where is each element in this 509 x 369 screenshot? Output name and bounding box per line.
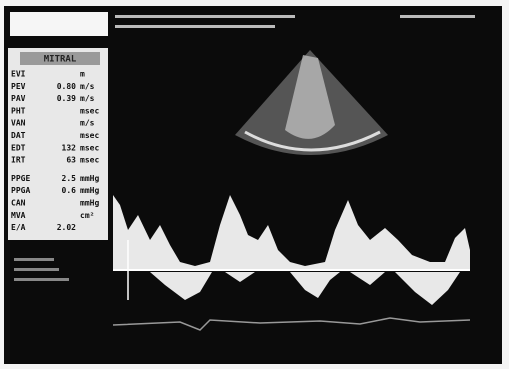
row-unit: msec — [80, 131, 99, 140]
row-label: PAV — [11, 94, 26, 103]
row-value: 0.6 — [62, 186, 77, 195]
row-unit: m/s — [80, 119, 95, 128]
row-label: EDT — [11, 143, 26, 152]
row-value: 0.39 — [57, 94, 76, 103]
row-label: PHT — [11, 106, 26, 115]
row-value: 2.02 — [57, 223, 76, 232]
row-unit: m — [80, 70, 85, 79]
row-unit: msec — [80, 106, 99, 115]
row-value: 63 — [66, 156, 76, 165]
row-label: MVA — [11, 211, 26, 220]
row-unit: msec — [80, 143, 99, 152]
row-value: 132 — [62, 143, 77, 152]
row-label: PPGE — [11, 174, 30, 183]
row-label: VAN — [11, 119, 26, 128]
row-value: 2.5 — [62, 174, 77, 183]
panel-title: MITRAL — [44, 55, 77, 65]
row-label: IRT — [11, 156, 26, 165]
row-unit: m/s — [80, 94, 95, 103]
row-unit: mmHg — [80, 174, 99, 183]
row-unit: msec — [80, 156, 99, 165]
row-unit: mmHg — [80, 199, 99, 208]
row-label: PEV — [11, 82, 26, 91]
row-label: EVI — [11, 70, 26, 79]
row-label: PPGA — [11, 186, 30, 195]
row-label: E/A — [11, 223, 26, 232]
row-unit: m/s — [80, 82, 95, 91]
label-box — [10, 12, 108, 36]
row-label: CAN — [11, 199, 26, 208]
ultrasound-screen: MITRAL EVI m PEV 0.80 m/s PAV 0.39 m/s PHT msec VA… — [0, 0, 509, 369]
row-unit: cm² — [80, 211, 94, 220]
row-value: 0.80 — [57, 82, 76, 91]
row-label: DAT — [11, 131, 26, 140]
row-unit: mmHg — [80, 186, 99, 195]
